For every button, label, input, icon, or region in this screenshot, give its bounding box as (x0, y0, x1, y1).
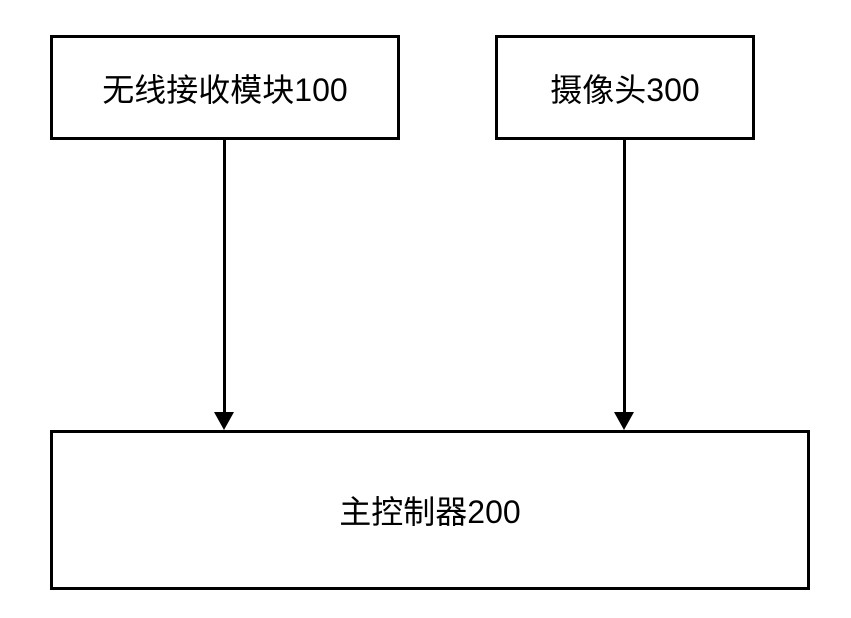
node-main-controller: 主控制器200 (50, 430, 810, 590)
edge-wireless-to-controller (223, 140, 226, 412)
arrow-head-icon (614, 412, 634, 430)
edge-camera-to-controller (623, 140, 626, 412)
node-camera-label: 摄像头300 (550, 65, 699, 111)
node-wireless-module: 无线接收模块100 (50, 35, 400, 140)
node-camera: 摄像头300 (495, 35, 755, 140)
node-wireless-module-label: 无线接收模块100 (102, 65, 347, 111)
arrow-head-icon (214, 412, 234, 430)
node-main-controller-label: 主控制器200 (339, 487, 520, 533)
